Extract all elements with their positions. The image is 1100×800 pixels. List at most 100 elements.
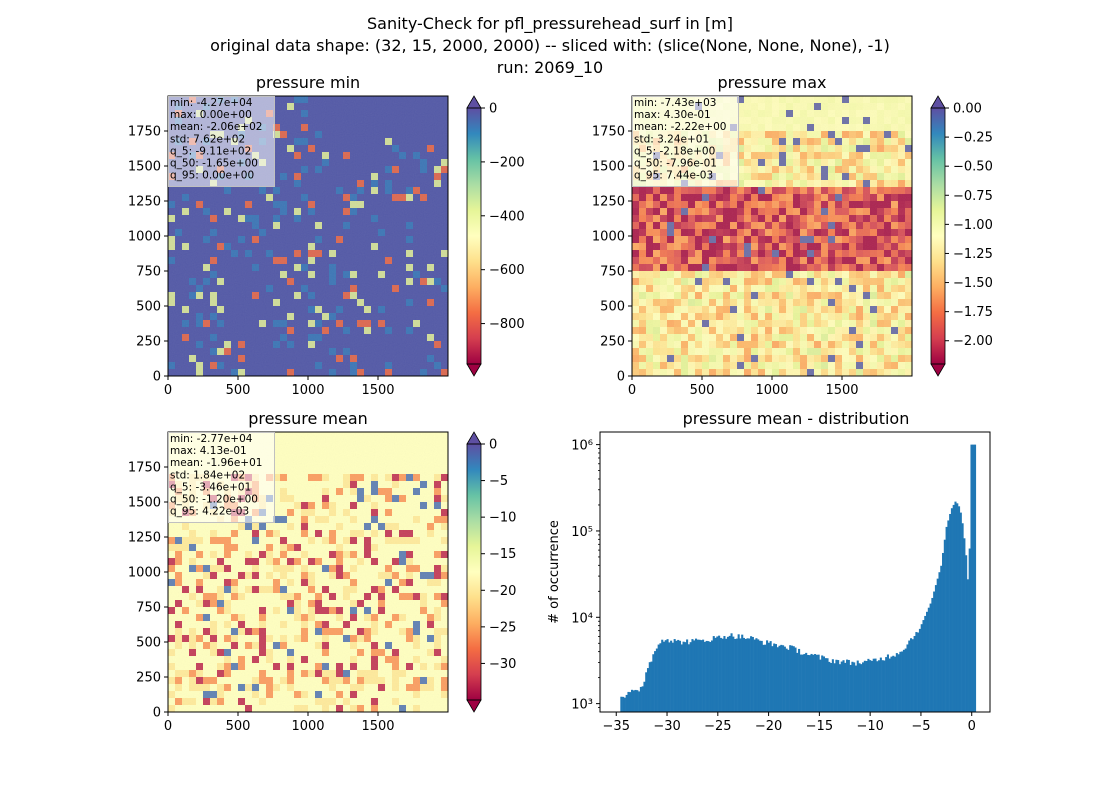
- y-tick-label: 1500: [592, 160, 625, 175]
- suptitle-line-3: run: 2069_10: [497, 58, 603, 78]
- stats-line: q_5: -9.11e+02: [170, 145, 251, 157]
- stats-line: q_95: 0.00e+00: [170, 170, 254, 182]
- y-tick-label: 1250: [592, 195, 625, 210]
- colorbar-body: [467, 444, 481, 700]
- stats-line: q_50: -7.96e-01: [634, 158, 717, 170]
- y-tick-label: 1000: [128, 566, 161, 581]
- colorbar: 0−5−10−15−20−25−30: [466, 431, 516, 713]
- stats-line: min: -2.77e+04: [170, 433, 253, 445]
- stats-line: max: 4.13e-01: [170, 445, 247, 457]
- y-tick-label: 1000: [592, 230, 625, 245]
- histogram-bar: [625, 694, 628, 712]
- colorbar-tick-label: −400: [489, 209, 525, 224]
- histogram-bar: [627, 691, 630, 712]
- colorbar-extend-bottom: [466, 363, 482, 377]
- panel-title-pressure-min: pressure min: [256, 73, 360, 92]
- x-tick-label: 500: [690, 383, 715, 398]
- colorbar-body: [931, 108, 945, 364]
- histogram-bar: [629, 692, 632, 712]
- colorbar-tick-label: −10: [489, 511, 516, 526]
- x-tick-label: 1500: [825, 383, 858, 398]
- panel-title-pressure-mean: pressure mean: [248, 409, 368, 428]
- suptitle-line-1: Sanity-Check for pfl_pressurehead_surf i…: [367, 14, 733, 34]
- colorbar-tick-label: −0.50: [953, 160, 993, 175]
- y-tick-label: 1750: [128, 125, 161, 140]
- x-tick-label: 1500: [361, 719, 394, 734]
- y-tick-label: 250: [136, 671, 161, 686]
- colorbar-frame: [466, 443, 482, 701]
- stats-line: q_50: -1.65e+00: [170, 158, 258, 170]
- y-tick-label: 500: [136, 636, 161, 651]
- colorbar-tick-label: 0.00: [953, 102, 982, 117]
- y-tick-label: 750: [136, 265, 161, 280]
- stats-line: min: -4.27e+04: [170, 97, 253, 109]
- y-tick-label: 750: [600, 265, 625, 280]
- colorbar-tick-label: −800: [489, 317, 525, 332]
- x-tick-label: 0: [628, 383, 636, 398]
- y-tick-label: 1250: [128, 195, 161, 210]
- x-tick-label: 0: [164, 719, 172, 734]
- stats-line: q_5: -3.46e+01: [170, 481, 251, 493]
- histogram-bar: [634, 689, 637, 712]
- y-tick-label: 1250: [128, 531, 161, 546]
- x-tick-label: 0: [164, 383, 172, 398]
- colorbar-tick-label: −5: [489, 474, 508, 489]
- colorbar-tick-label: −200: [489, 155, 525, 170]
- colorbar: 0−200−400−600−800: [466, 95, 525, 377]
- colorbar-extend-top: [930, 95, 946, 109]
- y-tick-label: 0: [153, 370, 161, 385]
- stats-line: q_95: 4.22e-03: [170, 506, 249, 518]
- stats-line: std: 7.62e+02: [170, 133, 245, 145]
- colorbar-extend-top: [466, 431, 482, 445]
- x-tick-label: 1000: [291, 383, 324, 398]
- stats-box-frame: [632, 96, 739, 187]
- y-tick-label: 1750: [592, 125, 625, 140]
- stats-line: std: 3.24e+01: [634, 133, 709, 145]
- colorbar-tick-label: −0.75: [953, 189, 993, 204]
- suptitle-line-2: original data shape: (32, 15, 2000, 2000…: [210, 36, 890, 55]
- colorbar-tick-label: 0: [489, 438, 497, 453]
- colorbar-frame: [466, 107, 482, 365]
- colorbar-tick-label: −1.00: [953, 218, 993, 233]
- histogram-bar: [639, 686, 642, 712]
- histogram-bar: [620, 696, 623, 712]
- histogram-bar: [630, 689, 634, 712]
- heatmap-panel-2: 0 500 1000 150002505007501000125015001750mi…: [128, 431, 516, 734]
- colorbar-tick-label: −20: [489, 584, 516, 599]
- heatmap-panel-0: 0 500 1000 150002505007501000125015001750mi…: [128, 95, 525, 398]
- x-tick-label: 1500: [361, 383, 394, 398]
- histogram-bar: [632, 690, 635, 712]
- colorbar-tick-label: −15: [489, 547, 516, 562]
- stats-line: max: 0.00e+00: [170, 109, 252, 121]
- stats-line: min: -7.43e+03: [634, 97, 716, 109]
- colorbar-tick-label: −600: [489, 263, 525, 278]
- y-tick-label: 1500: [128, 160, 161, 175]
- colorbar-tick-label: −1.50: [953, 276, 993, 291]
- colorbar-tick-label: −2.00: [953, 334, 993, 349]
- histogram-bar: [636, 690, 639, 712]
- colorbar-tick-label: −0.25: [953, 131, 993, 146]
- colorbar-frame: [930, 107, 946, 365]
- stats-line: max: 4.30e-01: [634, 109, 711, 121]
- colorbar-extend-bottom: [466, 699, 482, 713]
- y-tick-label: 250: [600, 335, 625, 350]
- x-tick-label: 500: [226, 383, 251, 398]
- x-tick-label: 1000: [291, 719, 324, 734]
- y-tick-label: 750: [136, 601, 161, 616]
- stats-line: mean: -1.96e+01: [170, 457, 262, 469]
- stats-line: q_50: -1.20e+00: [170, 494, 258, 506]
- histogram-bar: [622, 696, 625, 712]
- colorbar-extend-top: [466, 95, 482, 109]
- x-tick-label: 1000: [755, 383, 788, 398]
- y-tick-label: 500: [136, 300, 161, 315]
- y-tick-label: 1750: [128, 461, 161, 476]
- stats-box-frame: [168, 96, 275, 187]
- stats-line: q_5: -2.18e+00: [634, 145, 715, 157]
- histogram-ylabel: # of occurrence: [547, 520, 562, 624]
- colorbar-body: [467, 108, 481, 364]
